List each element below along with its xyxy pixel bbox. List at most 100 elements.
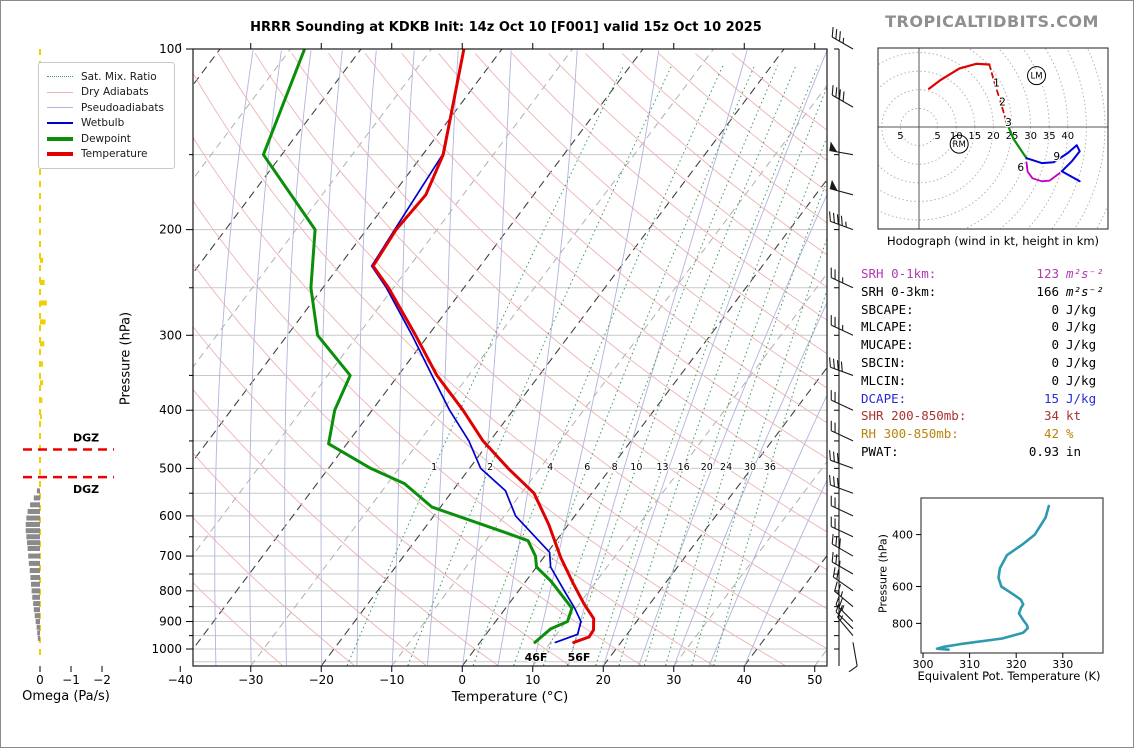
barb-pennant bbox=[829, 141, 838, 152]
stat-unit: J/kg bbox=[1066, 372, 1097, 388]
barb-full bbox=[838, 31, 841, 42]
mixing-ratio-line bbox=[595, 65, 819, 666]
hodograph-height-label: 6 bbox=[1017, 162, 1024, 174]
mixing-ratio-line bbox=[713, 288, 827, 666]
dry-adiabat-line bbox=[658, 53, 827, 193]
omega-bar-down bbox=[33, 495, 40, 501]
hodograph-trace-3-6km bbox=[1005, 120, 1028, 160]
stat-label: DCAPE: bbox=[861, 390, 907, 406]
temperature-tick-label: 40 bbox=[737, 673, 752, 687]
barb-full bbox=[842, 91, 845, 102]
wind-barb bbox=[829, 474, 854, 494]
profile-temperature bbox=[371, 49, 596, 644]
legend-item: Pseudoadiabats bbox=[47, 100, 164, 116]
surface-temp-label: 56F bbox=[568, 651, 591, 664]
profile-dewpoint bbox=[261, 49, 574, 644]
pressure-tick-label: 400 bbox=[159, 403, 182, 417]
storm-motion-marker-label: RM bbox=[953, 140, 966, 150]
omega-bar-up bbox=[40, 380, 44, 386]
dry-adiabat-line bbox=[511, 53, 827, 321]
omega-bar-down bbox=[35, 619, 40, 625]
omega-bar-down bbox=[27, 509, 40, 515]
mixing-ratio-line bbox=[346, 65, 625, 666]
omega-bar-down bbox=[30, 502, 40, 508]
stat-value: 0 bbox=[1051, 301, 1059, 317]
legend-item: Dewpoint bbox=[47, 131, 164, 147]
isotherm-line bbox=[193, 49, 291, 180]
wind-barb bbox=[830, 390, 854, 411]
omega-tick-label: 0 bbox=[36, 673, 44, 687]
wind-barb bbox=[834, 581, 854, 608]
mixing-ratio-line bbox=[665, 179, 827, 666]
stat-label: SHR 200-850mb: bbox=[861, 408, 967, 424]
hodograph-ring-label: 40 bbox=[1061, 131, 1074, 142]
pressure-tick-label: 100 bbox=[159, 42, 182, 56]
barb-staff bbox=[852, 642, 858, 667]
pressure-tick-label: 800 bbox=[159, 584, 182, 598]
isotherm-line bbox=[193, 49, 432, 368]
pseudoadiabat-line bbox=[356, 50, 377, 666]
isotherm-line bbox=[193, 49, 644, 650]
temperature-tick-label: 50 bbox=[807, 673, 822, 687]
barb-full bbox=[840, 361, 843, 372]
barb-full bbox=[838, 597, 843, 608]
barb-full bbox=[831, 85, 834, 96]
skewt-frame bbox=[192, 48, 828, 667]
barb-full bbox=[832, 476, 835, 487]
wind-barb bbox=[835, 594, 854, 622]
isotherm-line bbox=[250, 49, 714, 666]
dry-adiabat-line bbox=[364, 53, 827, 459]
omega-bar-down bbox=[36, 624, 40, 630]
stat-unit: J/kg bbox=[1066, 301, 1097, 317]
omega-bar-up bbox=[40, 341, 45, 347]
chart-title: HRRR Sounding at KDKB Init: 14z Oct 10 [… bbox=[250, 20, 762, 35]
wind-barb bbox=[831, 534, 854, 557]
legend-item: Sat. Mix. Ratio bbox=[47, 69, 164, 85]
dgz-label: DGZ bbox=[73, 431, 99, 444]
mixing-ratio-label: 1 bbox=[431, 462, 437, 473]
hodograph-height-label: 9 bbox=[1053, 151, 1060, 163]
pseudoadiabat-line bbox=[391, 50, 415, 666]
mixing-ratio-line bbox=[566, 65, 797, 666]
stat-value: 0 bbox=[1051, 372, 1059, 388]
legend-item-label: Dry Adiabats bbox=[81, 86, 149, 99]
mixing-ratio-label: 36 bbox=[764, 462, 776, 473]
temperature-tick-label: −40 bbox=[168, 673, 193, 687]
wind-barb bbox=[830, 267, 854, 289]
thetae-frame bbox=[920, 497, 1104, 654]
wind-barb bbox=[829, 357, 854, 376]
stat-value: 0 bbox=[1051, 319, 1059, 335]
barb-full bbox=[836, 477, 839, 488]
dry-adiabat-line bbox=[193, 388, 498, 666]
dry-adiabat-line bbox=[193, 452, 427, 666]
hodograph-ring-label: 30 bbox=[1024, 131, 1037, 142]
mixing-ratio-label: 4 bbox=[547, 462, 553, 473]
dry-adiabat-line bbox=[548, 53, 827, 288]
temperature-tick-label: −30 bbox=[238, 673, 263, 687]
wind-barb bbox=[830, 516, 854, 538]
stat-row: SRH 0-3km: 166 m²s⁻² bbox=[861, 283, 1123, 301]
stat-value: 0.93 bbox=[1028, 443, 1059, 459]
pseudoadiabat-line bbox=[462, 50, 512, 666]
wind-barb bbox=[829, 179, 854, 196]
dry-adiabat-line bbox=[193, 325, 570, 666]
pseudoadiabat-line bbox=[744, 478, 827, 666]
legend-item-label: Wetbulb bbox=[81, 117, 125, 130]
omega-bar-up bbox=[40, 279, 45, 285]
barb-full bbox=[835, 602, 840, 612]
hodograph-trace-1-3km bbox=[988, 63, 1008, 123]
pseudoadiabat-line bbox=[320, 50, 343, 666]
pseudoadiabat-line bbox=[426, 50, 459, 666]
stat-label: MLCIN: bbox=[861, 372, 907, 388]
omega-panel: DGZ DGZ 0 −1 −2 bbox=[23, 49, 114, 687]
legend-item: Dry Adiabats bbox=[47, 85, 164, 101]
barb-full bbox=[829, 474, 831, 486]
wind-barb bbox=[830, 420, 854, 442]
stat-row: MLCIN: 0 J/kg bbox=[861, 372, 1123, 390]
barb-full bbox=[832, 567, 836, 578]
hodograph-trace-0-1km bbox=[927, 62, 991, 90]
hodograph-frame bbox=[877, 47, 1109, 230]
